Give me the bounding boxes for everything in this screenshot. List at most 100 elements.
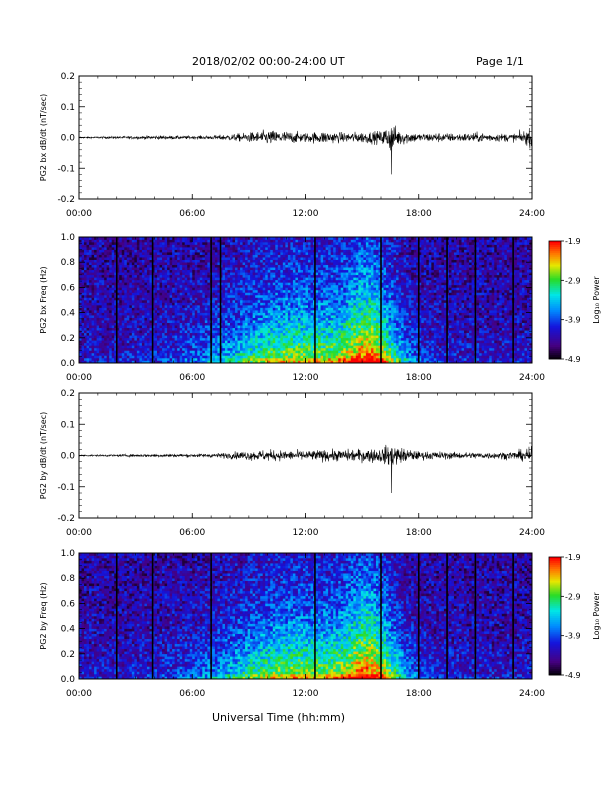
spectrogram-cell [242, 239, 246, 243]
spectrogram-cell [136, 244, 140, 248]
spectrogram-cell [295, 277, 299, 281]
spectrogram-cell [217, 350, 221, 354]
spectrogram-cell [252, 252, 256, 255]
spectrogram-cell [146, 252, 150, 255]
spectrogram-cell [250, 300, 253, 303]
spectrogram-cell [146, 267, 150, 271]
spectrogram-cell [84, 357, 87, 361]
spectrogram-cell [91, 257, 95, 260]
spectrogram-cell [174, 249, 178, 253]
spectrogram-cell [182, 350, 185, 354]
spectrogram-cell [245, 340, 248, 344]
spectrogram-cell [154, 252, 158, 255]
spectrogram-cell [287, 345, 291, 349]
spectrogram-cells [79, 237, 533, 364]
spectrogram-cell [300, 317, 304, 321]
spectrogram-cell [260, 347, 264, 351]
spectrogram-cell [245, 320, 248, 323]
spectrogram-cell [139, 269, 143, 273]
spectrogram-cell [144, 284, 148, 288]
spectrogram-cell [164, 320, 168, 323]
spectrogram-cell [214, 239, 218, 243]
spectrogram-cell [182, 357, 185, 361]
spectrogram-cell [144, 252, 148, 255]
spectrogram-cell [275, 259, 279, 263]
spectrogram-cell [267, 322, 271, 326]
spectrogram-cell [240, 257, 243, 260]
spectrogram-cell [169, 284, 173, 288]
spectrogram-cell [144, 317, 148, 321]
spectrogram-cell [297, 342, 301, 346]
spectrogram-cell [252, 259, 256, 263]
spectrogram-cell [204, 264, 208, 268]
spectrogram-cell [308, 289, 311, 293]
spectrogram-cell [174, 262, 178, 266]
spectrogram-cell [275, 292, 279, 296]
spectrogram-cell [237, 269, 241, 273]
spectrogram-cell [285, 357, 289, 361]
spectrogram-cell [235, 254, 238, 258]
spectrogram-cell [260, 274, 264, 278]
spectrogram-cell [250, 310, 253, 313]
spectrogram-cell [202, 300, 206, 303]
spectrogram-cell [104, 352, 107, 356]
spectrogram-cell [134, 264, 138, 268]
spectrogram-cell [197, 287, 201, 291]
spectrogram-cell [99, 317, 102, 321]
spectrogram-cell [89, 282, 92, 286]
spectrogram-cell [167, 257, 170, 260]
spectrogram-cell [187, 289, 191, 293]
spectrogram-cell [204, 247, 208, 250]
spectrogram-cell [250, 242, 253, 245]
spectrogram-cell [297, 237, 301, 240]
spectrogram-cell [277, 300, 281, 303]
spectrogram-cell [212, 294, 216, 298]
spectrogram-cell [252, 335, 256, 339]
spectrogram-cell [139, 337, 143, 341]
spectrogram-cell [182, 320, 185, 323]
spectrogram-cell [89, 340, 92, 344]
spectrogram-cell [230, 267, 233, 271]
spectrogram-cell [91, 297, 95, 301]
spectrogram-cell [99, 264, 102, 268]
spectrogram-cell [89, 317, 92, 321]
spectrogram-cell [287, 317, 291, 321]
spectrogram-cell [250, 282, 253, 286]
spectrogram-cell [250, 312, 253, 316]
spectrogram-cell [134, 274, 138, 278]
spectrogram-cell [290, 332, 294, 336]
spectrogram-cell [214, 274, 218, 278]
spectrogram-cell [232, 279, 236, 283]
spectrogram-cell [240, 247, 243, 250]
spectrogram-cell [245, 327, 248, 331]
spectrogram-cell [297, 279, 301, 283]
spectrogram-cell [262, 257, 266, 260]
spectrogram-cell [99, 327, 102, 331]
spectrogram-cell [194, 242, 198, 245]
spectrogram-cell [114, 347, 118, 351]
spectrogram-cell [214, 332, 218, 336]
spectrogram-cell [99, 352, 102, 356]
spectrogram-cell [197, 330, 201, 334]
spectrogram-cell [129, 244, 133, 248]
spectrogram-cell [157, 315, 160, 318]
spectrogram-cell [94, 294, 97, 298]
spectrogram-cell [81, 302, 85, 306]
spectrogram-cell [265, 237, 269, 240]
spectrogram-cell [207, 307, 211, 311]
spectrogram-cell [134, 357, 138, 361]
spectrogram-cell [214, 302, 218, 306]
spectrogram-cell [315, 360, 319, 364]
spectrogram-cell [169, 239, 173, 243]
spectrogram-cell [154, 254, 158, 258]
spectrogram-cell [172, 254, 175, 258]
spectrogram-cell [290, 259, 294, 263]
spectrogram-cell [310, 345, 314, 349]
spectrogram-cell [149, 335, 153, 339]
spectrogram-cell [167, 247, 170, 250]
spectrogram-cell [270, 287, 274, 291]
spectrogram-cell [227, 325, 231, 329]
spectrogram-cell [305, 360, 309, 364]
spectrogram-cell [162, 274, 165, 278]
spectrogram-cell [197, 282, 201, 286]
